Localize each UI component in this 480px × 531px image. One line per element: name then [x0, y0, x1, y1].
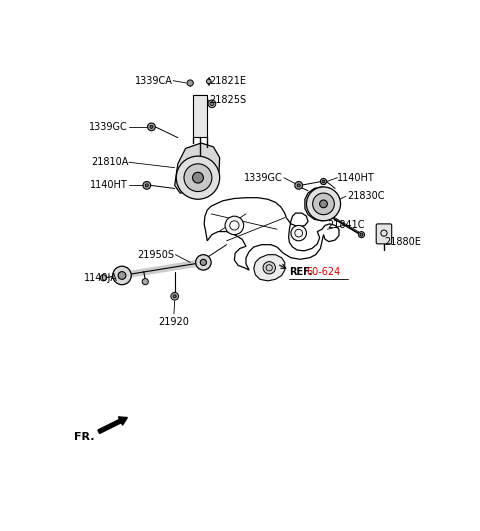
Text: 21880E: 21880E [384, 237, 421, 247]
Text: 1140HT: 1140HT [90, 181, 128, 191]
Circle shape [196, 255, 211, 270]
Polygon shape [175, 143, 220, 193]
Circle shape [360, 233, 363, 236]
Circle shape [192, 172, 204, 183]
FancyBboxPatch shape [193, 95, 207, 137]
Circle shape [320, 200, 327, 208]
Text: 1140HT: 1140HT [337, 173, 375, 183]
Circle shape [322, 180, 325, 183]
Circle shape [171, 293, 179, 300]
Circle shape [184, 164, 212, 192]
Circle shape [263, 262, 276, 274]
Circle shape [312, 193, 335, 215]
Circle shape [150, 125, 153, 129]
Circle shape [143, 182, 151, 189]
Circle shape [142, 279, 148, 285]
Text: FR.: FR. [74, 432, 95, 442]
Circle shape [359, 232, 365, 238]
Circle shape [291, 226, 306, 241]
Circle shape [225, 216, 244, 235]
Circle shape [208, 100, 216, 108]
Text: REF.: REF. [289, 268, 312, 277]
Text: 21810A: 21810A [91, 157, 128, 167]
Text: 1339CA: 1339CA [134, 75, 172, 85]
Text: 21825S: 21825S [209, 95, 246, 105]
Text: 21920: 21920 [158, 316, 190, 327]
Circle shape [113, 266, 132, 285]
Circle shape [297, 184, 300, 187]
Text: 1339GC: 1339GC [244, 173, 283, 183]
Circle shape [145, 184, 148, 187]
Polygon shape [254, 255, 285, 281]
Circle shape [173, 295, 176, 298]
Circle shape [306, 187, 340, 221]
Circle shape [147, 123, 156, 131]
Text: 1140JA: 1140JA [84, 273, 117, 283]
Circle shape [176, 156, 220, 199]
Text: 21950S: 21950S [138, 250, 175, 260]
Text: 60-624: 60-624 [306, 268, 341, 277]
Circle shape [295, 182, 302, 189]
Text: 21830C: 21830C [347, 191, 384, 201]
Circle shape [210, 102, 214, 106]
Circle shape [200, 259, 206, 266]
FancyArrow shape [98, 417, 127, 433]
Circle shape [206, 79, 211, 84]
Circle shape [100, 275, 107, 281]
Circle shape [187, 80, 193, 86]
FancyBboxPatch shape [376, 224, 392, 244]
Text: 1339GC: 1339GC [89, 122, 128, 132]
Circle shape [321, 178, 326, 185]
Text: 21821E: 21821E [209, 75, 246, 85]
Text: 21841C: 21841C [327, 220, 365, 230]
Polygon shape [305, 187, 339, 221]
Circle shape [118, 272, 126, 279]
